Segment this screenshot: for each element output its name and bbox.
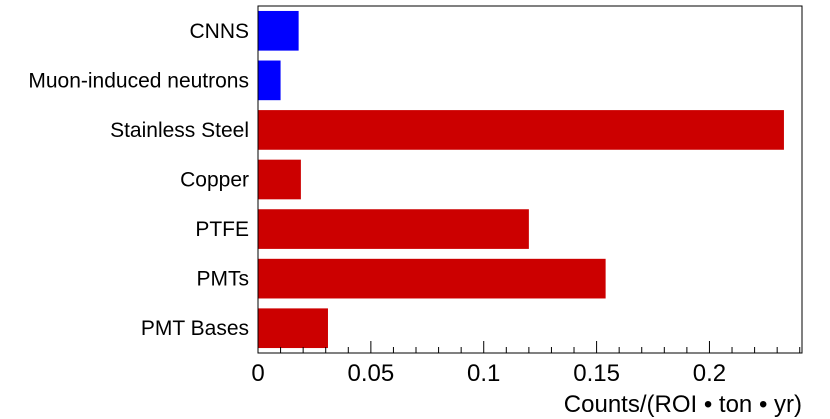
x-tick-label: 0.1: [467, 360, 500, 387]
x-tick-label: 0: [251, 360, 264, 387]
x-tick-label: 0.05: [348, 360, 395, 387]
bar-copper: [258, 159, 301, 200]
bar-cnns: [258, 10, 299, 51]
bar-pmt-bases: [258, 308, 328, 349]
bar-ptfe: [258, 209, 529, 249]
category-label: PTFE: [195, 218, 249, 241]
x-axis-title: Counts/(ROI • ton • yr): [564, 391, 802, 418]
category-label: PMT Bases: [141, 317, 249, 340]
x-tick-label: 0.2: [693, 360, 726, 387]
category-label: Copper: [180, 169, 249, 192]
x-tick-label: 0.15: [573, 360, 620, 387]
category-label: PMTs: [197, 268, 250, 291]
category-label: Muon-induced neutrons: [28, 69, 249, 92]
category-label: Stainless Steel: [110, 119, 249, 142]
bars: [258, 10, 784, 349]
bar-stainless-steel: [258, 110, 784, 150]
category-labels: CNNS Muon-induced neutrons Stainless Steel…: [28, 20, 249, 340]
bar-pmts: [258, 258, 606, 299]
bar-muon-induced-neutrons: [258, 60, 281, 101]
x-ticks: 0 0.05 0.1 0.15 0.2: [251, 341, 801, 387]
plot-frame: [257, 5, 803, 354]
category-label: CNNS: [189, 20, 249, 43]
